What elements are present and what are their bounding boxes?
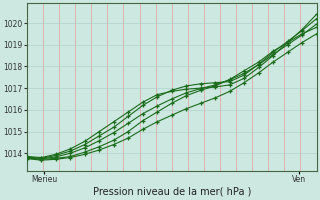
X-axis label: Pression niveau de la mer( hPa ): Pression niveau de la mer( hPa ) (92, 187, 251, 197)
